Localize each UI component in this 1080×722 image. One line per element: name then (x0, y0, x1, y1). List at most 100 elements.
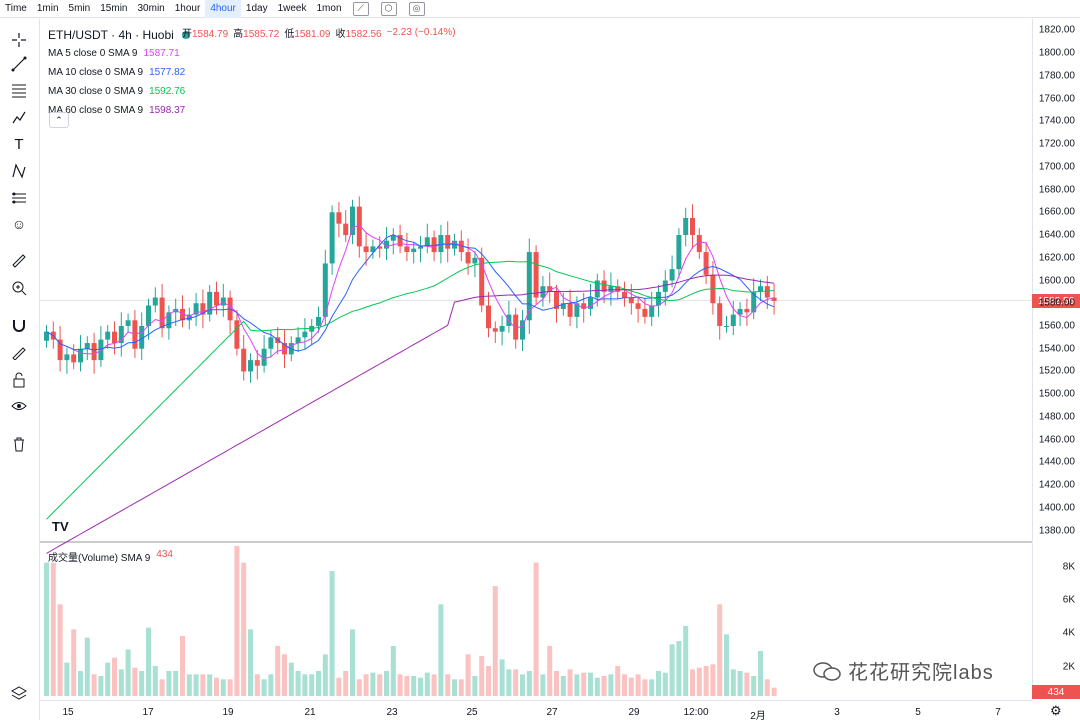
candle-body (302, 331, 308, 338)
volume-legend: 成交量(Volume) SMA 9 434 (48, 549, 173, 564)
eye-icon[interactable] (8, 395, 30, 417)
fib-icon[interactable] (8, 79, 30, 101)
time-axis[interactable]: 15 17 19 21 23 25 27 29 12:00 2月 3 5 7 (40, 700, 1032, 722)
candle-body (397, 235, 403, 247)
candle-body (214, 291, 219, 306)
low-value: 1581.09 (294, 28, 331, 40)
price-tick: 1760.00 (1038, 93, 1075, 105)
volume-bar (309, 674, 315, 696)
ohlc-values: 开1584.79 高1585.72 低1581.09 收1582.56 −2.2… (182, 25, 456, 40)
volume-bar (363, 674, 369, 696)
candle-body (588, 297, 593, 309)
trendline-icon[interactable] (8, 53, 30, 75)
volume-axis[interactable]: 434 8K 6K 4K 2K (1032, 543, 1080, 700)
candle-body (499, 325, 505, 332)
volume-bar (139, 671, 145, 696)
volume-bar (669, 644, 675, 696)
volume-bar (248, 629, 253, 696)
prediction-icon[interactable] (8, 187, 30, 209)
timeframe-4hour[interactable]: 4hour (205, 0, 241, 18)
price-tick: 1560.00 (1038, 320, 1075, 332)
volume-bar (465, 654, 471, 696)
candle-body (91, 343, 97, 361)
indicator-value: 1592.76 (149, 85, 186, 97)
candle-body (78, 348, 83, 363)
indicator-row[interactable]: MA 60 close 0 SMA 9 1598.37 (48, 101, 190, 120)
candle-body (465, 252, 471, 264)
chart-type-icon[interactable]: ⟋ (352, 1, 369, 16)
time-tick: 17 (142, 707, 154, 718)
indicator-row[interactable]: MA 5 close 0 SMA 9 1587.71 (48, 44, 190, 63)
volume-bar (418, 677, 423, 696)
timeframe-15min[interactable]: 15min (100, 2, 128, 14)
chart-pane[interactable] (40, 19, 1032, 720)
volume-bar (438, 604, 444, 696)
indicator-value: 1587.71 (143, 47, 180, 59)
candle-body (105, 331, 111, 340)
volume-bar (207, 674, 213, 696)
volume-tick: 2K (1062, 661, 1075, 673)
candle-body (363, 246, 369, 253)
volume-bar (146, 627, 151, 696)
candle-body (316, 316, 321, 326)
price-axis[interactable]: 1582.56 1820.00 1800.00 1780.00 1760.00 1740… (1032, 19, 1080, 542)
candle-body (703, 252, 709, 275)
candle-body (513, 314, 519, 340)
volume-bar (506, 669, 512, 696)
lock-pen-icon[interactable] (8, 341, 30, 363)
timeframe-1min[interactable]: 1min (36, 2, 59, 14)
price-tick: 1600.00 (1038, 275, 1075, 286)
volume-bar (98, 676, 104, 696)
candle-body (166, 312, 172, 329)
price-tick: 1620.00 (1038, 252, 1075, 264)
timeframe-5min[interactable]: 5min (68, 2, 91, 14)
pattern-icon[interactable] (8, 160, 30, 182)
indicator-row[interactable]: MA 30 close 0 SMA 9 1592.76 (48, 82, 190, 101)
timeframe-30min[interactable]: 30min (137, 2, 165, 14)
text-icon[interactable]: T (14, 135, 24, 153)
current-volume-tag: 434 (1032, 685, 1080, 699)
volume-bar (78, 671, 83, 696)
magnet-icon[interactable] (8, 314, 30, 336)
trash-icon[interactable] (8, 433, 30, 455)
zoom-icon[interactable] (8, 277, 30, 299)
candle-body (370, 246, 376, 253)
volume-bar (513, 669, 519, 696)
volume-bar (526, 671, 532, 696)
candle-body (71, 354, 77, 363)
candle-body (146, 305, 151, 326)
timeframe-1hour[interactable]: 1hour (174, 2, 201, 14)
volume-bar (764, 679, 770, 696)
symbol-title[interactable]: ETH/USDT · 4h · Huobi (48, 27, 174, 42)
close-value: 1582.56 (345, 28, 382, 40)
crosshair-icon[interactable] (8, 29, 30, 51)
volume-bar (84, 637, 90, 696)
collapse-legend-button[interactable]: ⌃ (49, 112, 69, 128)
volume-bar (744, 672, 750, 696)
layers-icon[interactable] (8, 682, 30, 704)
volume-bar (159, 679, 165, 696)
volume-bar (703, 666, 709, 696)
timeframe-time[interactable]: Time (5, 2, 27, 14)
candle-body (159, 297, 165, 329)
settings-icon[interactable]: ⚙ (1050, 703, 1062, 718)
screenshot-icon[interactable]: ◎ (408, 1, 425, 16)
volume-bar (567, 669, 573, 696)
candle-body (445, 235, 451, 249)
timeframe-1week[interactable]: 1week (277, 2, 307, 14)
timeframe-1mon[interactable]: 1mon (316, 2, 342, 14)
candle-body (472, 257, 478, 264)
candle-body (207, 291, 213, 315)
timeframe-1day[interactable]: 1day (245, 2, 268, 14)
brush-icon[interactable] (8, 106, 30, 128)
indicator-row[interactable]: MA 10 close 0 SMA 9 1577.82 (48, 63, 190, 82)
emoji-icon[interactable]: ☺ (11, 216, 27, 232)
indicator-label: MA 10 close 0 SMA 9 (48, 66, 144, 78)
candle-body (724, 325, 729, 327)
time-tick: 23 (386, 707, 398, 718)
indicators-icon[interactable]: ⬡ (380, 1, 397, 16)
candle-body (479, 257, 485, 306)
ruler-icon[interactable] (8, 250, 30, 272)
lock-icon[interactable] (8, 369, 30, 391)
volume-bar (384, 671, 389, 696)
